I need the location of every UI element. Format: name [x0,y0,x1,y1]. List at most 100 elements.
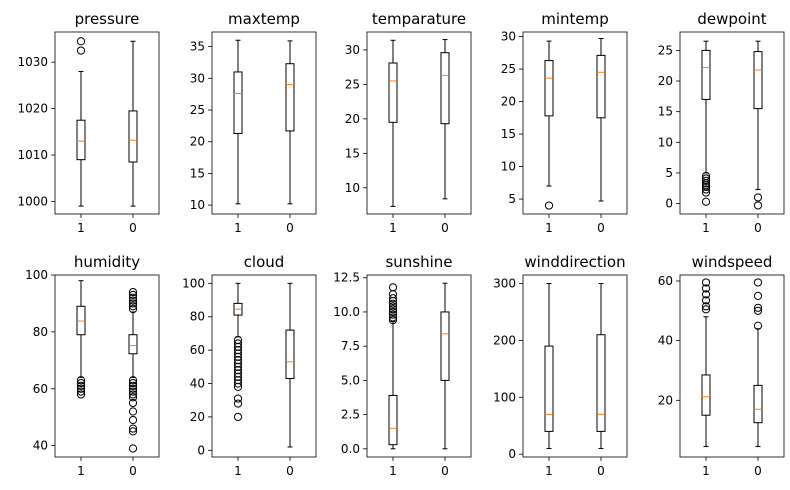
x-tick-label: 1 [702,221,710,235]
subplot-title: cloud [244,253,285,271]
iqr-box [233,71,243,134]
box-0 [285,282,295,448]
iqr-box [440,52,450,125]
y-tick-label: 300 [493,277,516,291]
axes-frame [54,31,160,215]
outlier-point [701,305,711,314]
y-tick-label: 10 [190,198,205,212]
outlier-point [128,407,138,416]
outlier-point [233,366,243,375]
y-tick-label: 10 [501,160,516,174]
outlier-point [233,349,243,358]
box-1 [701,40,711,206]
x-tick-label: 0 [441,464,449,478]
subplot-title: temparature [372,10,466,28]
iqr-box [544,345,554,432]
subplot-winddirection: winddirection 0 100 200 300 1 0 [493,253,628,478]
y-tick-label: 1030 [17,55,48,69]
outlier-point [233,394,243,403]
outlier-point [233,359,243,368]
subplot-title: dewpoint [697,10,766,28]
outlier-point [128,393,138,402]
x-tick-label: 1 [545,464,553,478]
outlier-point [753,278,763,287]
outlier-point [753,306,763,315]
box-0 [753,278,763,448]
outlier-point [701,174,711,183]
y-tick-label: 25 [501,62,516,76]
box-0 [285,40,295,205]
outlier-point [388,310,398,319]
iqr-box [285,329,295,380]
axes-frame [211,274,317,458]
outlier-point [753,201,763,210]
y-tick-label: 20 [190,135,205,149]
subplot-humidity: humidity 40 60 80 100 1 0 [25,253,160,478]
outlier-point [233,379,243,388]
outlier-point [233,339,243,348]
y-tick-label: 100 [25,268,48,282]
outlier-point [388,307,398,317]
outlier-point [233,376,243,385]
box-0 [440,282,450,450]
outlier-point [76,376,86,385]
y-tick-label: 20 [658,74,673,88]
outlier-point [128,415,138,425]
subplot-title: mintemp [541,10,609,28]
outlier-point [128,299,138,308]
y-tick-label: 25 [658,43,673,57]
axes-frame [211,31,317,215]
y-tick-label: 30 [501,30,516,44]
y-tick-label: 0 [197,443,205,457]
outlier-point [544,201,554,210]
iqr-box [285,63,295,132]
y-tick-label: 30 [190,71,205,85]
y-tick-label: 20 [345,112,360,126]
iqr-box [76,119,86,161]
box-1 [388,283,398,450]
y-tick-label: 10 [658,135,673,149]
axes-frame [366,274,472,458]
box-0 [596,283,606,449]
iqr-box [128,110,138,163]
outlier-point [233,382,243,391]
y-tick-label: 5 [508,192,516,206]
outlier-point [128,293,138,302]
outlier-point [233,352,243,361]
iqr-box [128,334,138,355]
y-tick-label: 15 [345,146,360,160]
subplot-title: pressure [75,10,140,28]
outlier-point [233,346,243,355]
outlier-point [233,336,243,345]
outlier-point [388,283,398,292]
outlier-point [128,381,138,391]
y-tick-label: 30 [345,43,360,57]
box-0 [440,39,450,200]
iqr-box [544,60,554,117]
x-tick-label: 1 [545,221,553,235]
outlier-point [388,305,398,314]
y-tick-label: 10 [345,181,360,195]
outlier-point [753,303,763,312]
y-tick-label: 5 [665,166,673,180]
x-tick-label: 0 [754,221,762,235]
outlier-point [701,185,711,194]
x-tick-label: 1 [77,464,85,478]
x-tick-label: 1 [234,221,242,235]
iqr-box [753,51,763,110]
outlier-point [701,284,711,293]
y-tick-label: 20 [658,393,673,407]
outlier-point [701,278,711,287]
outlier-point [701,296,711,305]
outlier-point [388,302,398,311]
outlier-point [128,427,138,436]
iqr-box [76,305,86,336]
subplot-windspeed: windspeed 20 40 60 1 0 [658,253,785,478]
x-tick-label: 0 [129,221,137,235]
box-1 [233,39,243,205]
outlier-point [753,193,763,202]
outlier-point [388,294,398,303]
outlier-point [701,302,711,311]
